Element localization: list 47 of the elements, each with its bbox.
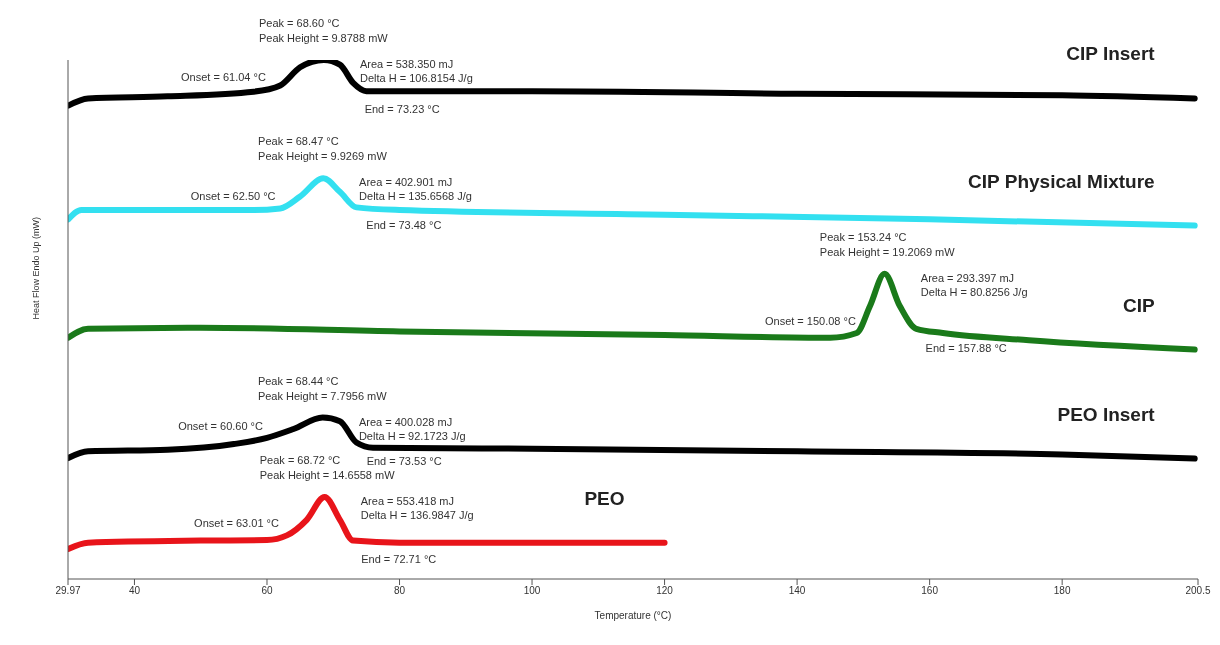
annotation: Delta H = 92.1723 J/g xyxy=(358,429,466,442)
x-tick-label: 140 xyxy=(788,585,806,597)
annotation: Delta H = 136.9847 J/g xyxy=(360,509,474,521)
annotation: Peak = 68.47 °C xyxy=(258,135,339,148)
annotation: Delta H = 80.8256 J/g xyxy=(920,285,1028,298)
y-axis-title: Heat Flow Endo Up (mW) xyxy=(31,216,42,320)
annotation: Peak Height = 14.6558 mW xyxy=(259,469,396,481)
x-axis-title: Temperature (°C) xyxy=(594,610,672,621)
annotation: Peak = 68.60 °C xyxy=(258,17,340,29)
annotation: Area = 400.028 mJ xyxy=(358,415,453,428)
x-tick-label: 40 xyxy=(128,585,141,597)
annotation: Onset = 62.50 °C xyxy=(190,190,276,203)
x-tick-label: 29.97 xyxy=(55,585,81,597)
annotation: Peak = 153.24 °C xyxy=(819,230,907,243)
annotation: Area = 538.350 mJ xyxy=(359,58,454,70)
series-label: PEO xyxy=(584,487,625,509)
annotation: Peak Height = 9.8788 mW xyxy=(258,32,389,44)
annotation: End = 73.23 °C xyxy=(364,103,440,116)
x-tick-label: 80 xyxy=(393,585,406,597)
annotation: Area = 402.901 mJ xyxy=(359,176,453,189)
series-label: CIP Physical Mixture xyxy=(968,170,1155,192)
annotation: Peak Height = 7.7956 mW xyxy=(257,389,388,402)
series-label: CIP Insert xyxy=(1066,43,1156,65)
annotation: Delta H = 135.6568 J/g xyxy=(359,190,472,203)
annotation: Delta H = 106.8154 J/g xyxy=(359,72,473,84)
annotation: Area = 293.397 mJ xyxy=(920,271,1015,284)
annotation: Onset = 63.01 °C xyxy=(194,517,279,530)
x-tick-label: 120 xyxy=(656,585,674,597)
annotation: Peak Height = 9.9269 mW xyxy=(258,150,388,163)
annotation: End = 73.48 °C xyxy=(366,219,442,232)
series-label: PEO Insert xyxy=(1057,403,1156,425)
series-label: CIP xyxy=(1123,294,1155,316)
annotation: End = 73.53 °C xyxy=(366,454,442,467)
x-tick-label: 100 xyxy=(523,585,541,597)
annotation: Onset = 150.08 °C xyxy=(764,314,856,327)
x-tick-label: 200.5 xyxy=(1185,585,1211,597)
annotation: Onset = 60.60 °C xyxy=(178,419,264,432)
x-tick-label: 180 xyxy=(1053,585,1071,597)
x-tick-label: 60 xyxy=(261,585,273,597)
annotation: Peak = 68.72 °C xyxy=(259,454,341,466)
annotation: End = 72.71 °C xyxy=(361,552,437,565)
annotation: Onset = 61.04 °C xyxy=(181,70,266,83)
annotation: End = 157.88 °C xyxy=(925,341,1007,354)
x-tick-label: 160 xyxy=(921,585,939,597)
annotation: Area = 553.418 mJ xyxy=(360,495,455,507)
annotation: Peak = 68.44 °C xyxy=(257,374,339,387)
annotation: Peak Height = 19.2069 mW xyxy=(819,245,956,258)
